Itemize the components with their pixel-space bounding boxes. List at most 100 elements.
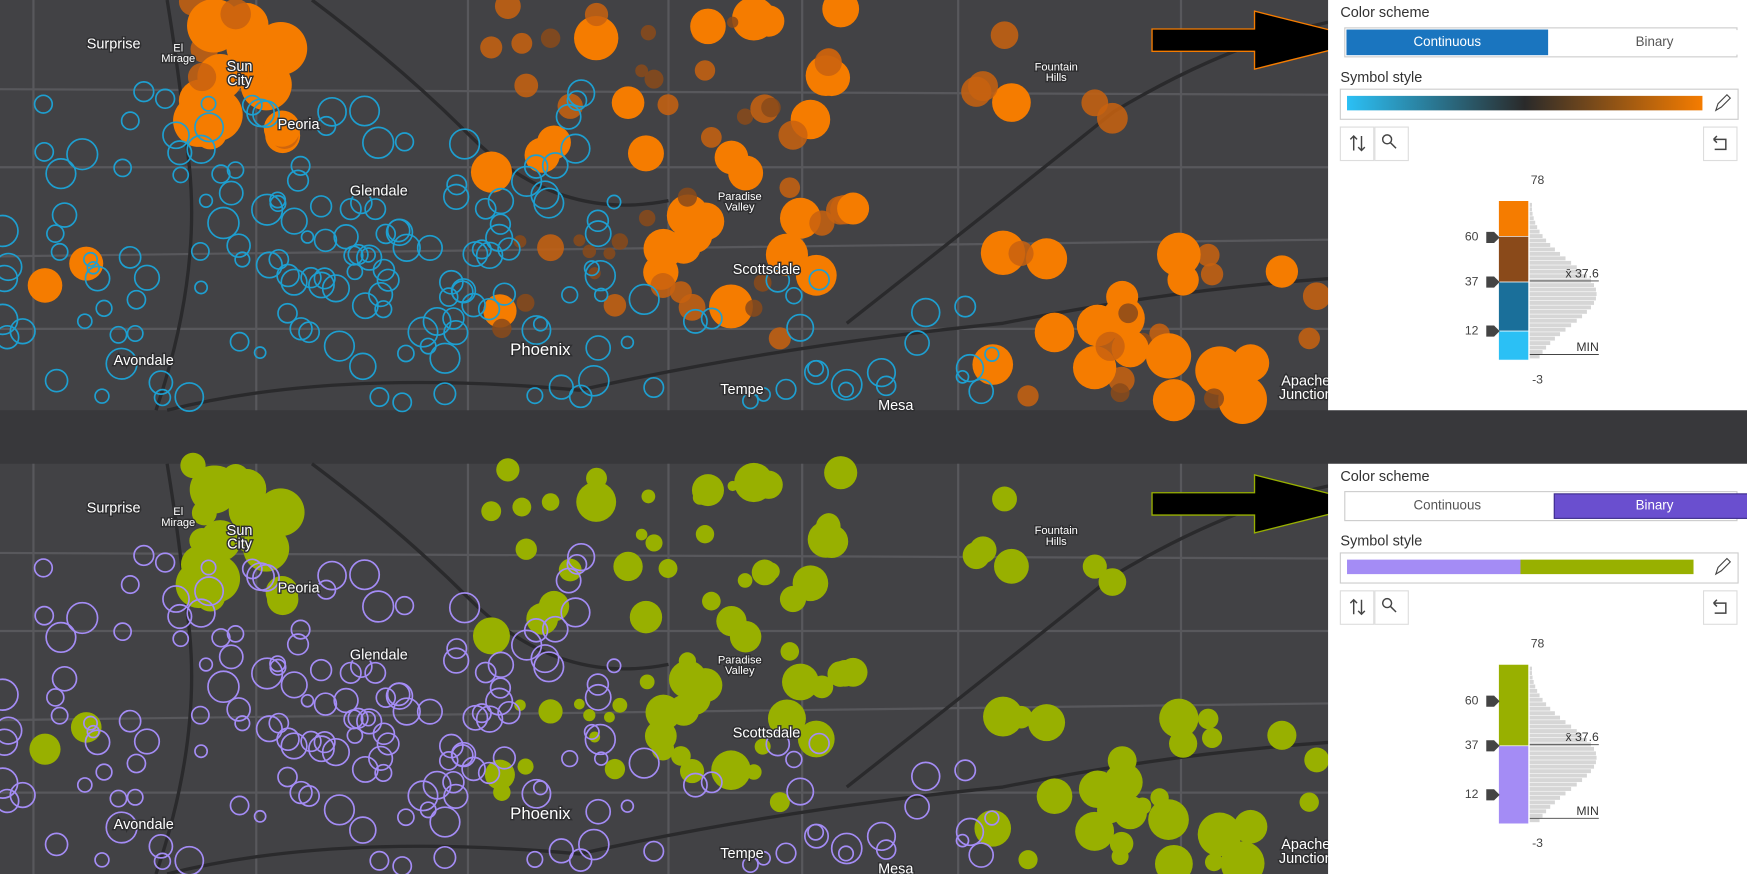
map-symbol xyxy=(645,534,663,552)
tool-button[interactable] xyxy=(1339,126,1375,162)
map-symbol xyxy=(676,217,713,254)
map-symbol xyxy=(198,657,214,672)
edit-icon[interactable] xyxy=(1714,93,1732,112)
map-symbol xyxy=(477,761,501,785)
map-symbol xyxy=(153,852,172,871)
color-ramp[interactable] xyxy=(1347,559,1694,575)
map-symbol xyxy=(375,223,397,245)
map-symbol xyxy=(1097,796,1124,824)
map-symbol xyxy=(76,313,93,330)
map-symbol xyxy=(955,817,985,847)
handle[interactable] xyxy=(1486,740,1500,752)
tool-icon[interactable] xyxy=(1381,597,1397,613)
map-symbol xyxy=(255,251,283,279)
map-symbol xyxy=(66,138,99,171)
histogram-min: -3 xyxy=(1532,836,1543,850)
undo-button[interactable] xyxy=(1702,590,1738,625)
scheme-option[interactable] xyxy=(1554,30,1747,55)
scheme-option-label[interactable]: Continuous xyxy=(1414,34,1482,49)
map-symbol xyxy=(785,750,803,769)
tool-icon[interactable] xyxy=(1349,134,1366,152)
map-symbol xyxy=(669,281,692,304)
scheme-option[interactable] xyxy=(1347,493,1548,519)
handle[interactable] xyxy=(1486,325,1500,337)
map-symbol xyxy=(746,764,762,780)
map-symbol xyxy=(438,751,459,771)
handle[interactable] xyxy=(1486,695,1500,707)
map-symbol xyxy=(785,286,803,305)
scheme-option[interactable] xyxy=(1346,29,1549,56)
map-symbol xyxy=(578,828,610,861)
map-symbol xyxy=(690,8,726,45)
histogram-bar xyxy=(1529,795,1561,800)
histogram-bar xyxy=(1529,746,1595,751)
color-ramp[interactable] xyxy=(1347,95,1703,111)
map-symbol xyxy=(578,364,610,397)
pointer-arrow xyxy=(1151,474,1371,534)
map-symbol xyxy=(737,573,753,588)
map-symbol xyxy=(521,315,552,346)
histogram-bar xyxy=(1529,243,1551,247)
map-symbol xyxy=(172,630,190,648)
map-symbol xyxy=(567,79,596,108)
color-scheme-label: Color scheme xyxy=(1340,469,1429,485)
scheme-option-label[interactable]: Binary xyxy=(1636,34,1674,49)
map-symbol xyxy=(497,700,521,725)
map-symbol xyxy=(44,832,69,857)
river xyxy=(154,0,194,411)
map-symbol xyxy=(983,696,1023,737)
map-symbol xyxy=(313,228,338,253)
map-symbol xyxy=(276,727,300,752)
tool-icon[interactable] xyxy=(1349,598,1366,616)
map-symbol xyxy=(368,745,394,771)
map-symbol xyxy=(397,808,415,827)
map-symbol xyxy=(174,845,205,874)
scheme-option[interactable] xyxy=(1553,493,1747,519)
map-label-line: Fountain xyxy=(1035,61,1078,73)
map-symbol xyxy=(822,0,860,28)
handle[interactable] xyxy=(1486,789,1500,801)
map-symbol xyxy=(514,73,539,98)
map-symbol xyxy=(682,308,708,334)
map-symbol xyxy=(154,552,176,573)
color-scheme-label: Color scheme xyxy=(1340,5,1429,21)
map-symbol xyxy=(317,560,347,591)
map-symbol xyxy=(611,233,629,250)
map-symbol xyxy=(394,595,415,616)
map-symbol xyxy=(768,327,791,350)
handle[interactable] xyxy=(1486,276,1500,288)
map-symbol xyxy=(313,731,336,754)
map-symbol xyxy=(875,375,897,397)
map-symbol xyxy=(470,151,513,193)
map-symbol xyxy=(433,845,457,870)
map-symbol xyxy=(548,838,574,864)
map-symbol xyxy=(629,600,663,634)
mean-label: x̄ 37.6 xyxy=(1565,266,1599,280)
edit-icon[interactable] xyxy=(1714,557,1732,576)
map-symbol xyxy=(46,224,65,243)
map-symbol xyxy=(487,651,515,679)
map-label-line: Valley xyxy=(725,665,755,677)
histogram-bar xyxy=(1529,238,1547,243)
undo-icon[interactable] xyxy=(1713,599,1727,614)
map-label: El Mirage xyxy=(161,42,195,65)
map-symbol xyxy=(576,481,617,522)
undo-icon[interactable] xyxy=(1713,135,1727,151)
scheme-option-label[interactable]: Continuous xyxy=(1414,498,1482,513)
map-symbol xyxy=(700,307,723,330)
histogram-bar xyxy=(1529,305,1591,310)
tool-button[interactable] xyxy=(1339,590,1375,625)
map-symbol xyxy=(442,307,465,330)
undo-button[interactable] xyxy=(1702,126,1738,162)
map-symbol xyxy=(172,166,190,184)
river xyxy=(166,277,1329,412)
map-symbol xyxy=(994,548,1029,584)
scheme-option-label[interactable]: Binary xyxy=(1636,498,1674,513)
map-symbol xyxy=(198,193,214,208)
histogram-bar xyxy=(1529,260,1572,265)
tool-icon[interactable] xyxy=(1381,134,1397,149)
map-label-line: Mesa xyxy=(878,398,914,414)
handle[interactable] xyxy=(1486,231,1500,244)
map-symbol xyxy=(193,116,227,150)
